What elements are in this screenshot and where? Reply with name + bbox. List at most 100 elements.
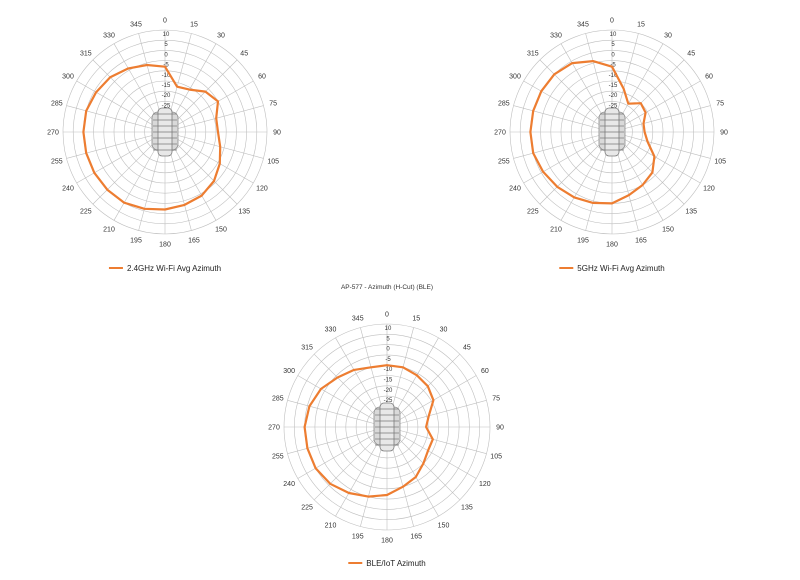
- angle-label: 165: [635, 238, 647, 245]
- angle-label: 330: [103, 33, 115, 40]
- radial-tick-label: 5: [611, 42, 615, 48]
- trace-points: [529, 60, 656, 205]
- angle-label: 150: [215, 226, 227, 233]
- angle-label: 15: [637, 21, 645, 28]
- radial-tick-label: -15: [384, 378, 393, 384]
- data-point: [653, 155, 656, 158]
- data-point: [540, 90, 543, 92]
- angle-label: 330: [325, 327, 337, 334]
- grid-spoke: [76, 131, 166, 184]
- radial-tick-label: -20: [609, 93, 618, 99]
- legend-label: BLE/IoT Azimuth: [366, 559, 425, 568]
- angle-label: 30: [217, 33, 225, 40]
- angle-label: 30: [440, 327, 448, 334]
- data-point: [303, 426, 306, 428]
- grid-spoke: [287, 400, 388, 428]
- angle-label: 120: [256, 186, 268, 193]
- data-point: [427, 415, 430, 417]
- angle-label: 315: [527, 50, 539, 57]
- grid-spoke: [611, 105, 711, 133]
- data-point: [188, 88, 191, 91]
- radial-tick-label: 10: [385, 326, 392, 332]
- grid-spoke: [611, 131, 711, 159]
- radial-tick-label: -25: [162, 103, 171, 109]
- angle-labels: 0153045607590105120135150165180195210225…: [47, 18, 281, 249]
- data-point: [426, 385, 429, 388]
- data-point: [82, 131, 85, 133]
- data-point: [553, 73, 556, 76]
- grid-spoke: [513, 105, 613, 133]
- angle-label: 210: [325, 522, 337, 529]
- grid-spoke: [164, 80, 254, 133]
- angle-label: 75: [716, 101, 724, 108]
- data-point: [627, 102, 630, 105]
- angle-label: 255: [272, 454, 284, 461]
- data-point: [164, 208, 166, 211]
- data-point: [573, 196, 576, 199]
- data-point: [217, 131, 219, 133]
- grid-spoke: [76, 80, 166, 133]
- grid-spoke: [386, 375, 477, 428]
- angle-labels: 0153045607590105120135150165180195210225…: [494, 18, 728, 249]
- data-point: [644, 111, 647, 114]
- data-point: [204, 90, 207, 93]
- data-point: [422, 462, 425, 465]
- angle-label: 255: [51, 158, 63, 165]
- angle-label: 135: [685, 209, 697, 216]
- angle-label: 90: [720, 130, 728, 137]
- data-point: [643, 131, 646, 133]
- data-point: [348, 492, 350, 494]
- data-point: [95, 91, 97, 94]
- data-point: [308, 405, 311, 408]
- access-point-icon: [373, 402, 401, 452]
- data-point: [532, 110, 534, 112]
- data-point: [425, 426, 427, 428]
- angle-label: 240: [509, 186, 521, 193]
- angle-label: 0: [163, 18, 167, 25]
- grid-spoke: [386, 426, 477, 479]
- angle-label: 225: [527, 209, 539, 216]
- access-point-icon: [151, 107, 179, 157]
- data-point: [215, 117, 218, 120]
- data-point: [386, 364, 388, 367]
- data-point: [431, 438, 434, 441]
- grid-spoke: [164, 131, 264, 159]
- data-point: [427, 449, 429, 452]
- angle-label: 135: [461, 504, 473, 511]
- radial-tick-label: -20: [384, 388, 393, 394]
- data-point: [532, 152, 534, 154]
- legend-label: 2.4GHz Wi-Fi Avg Azimuth: [127, 264, 221, 273]
- data-point: [176, 85, 178, 88]
- radial-tick-label: 0: [164, 52, 168, 58]
- angle-label: 45: [463, 345, 471, 352]
- radial-tick-label: -5: [163, 63, 169, 69]
- data-point: [432, 399, 435, 402]
- radial-tick-label: -10: [609, 73, 618, 79]
- legend: 2.4GHz Wi-Fi Avg Azimuth: [108, 264, 221, 273]
- data-point: [592, 60, 594, 62]
- polar-chart-1: 0153045607590105120135150165180195210225…: [47, 18, 281, 274]
- data-point: [85, 152, 87, 154]
- angle-label: 60: [481, 368, 489, 375]
- angle-label: 270: [47, 130, 59, 137]
- angle-label: 195: [130, 238, 142, 245]
- radial-tick-label: 5: [164, 42, 168, 48]
- data-point: [529, 131, 532, 133]
- data-point: [336, 376, 339, 379]
- data-point: [218, 162, 221, 165]
- data-point: [646, 140, 649, 143]
- angle-label: 75: [269, 101, 277, 108]
- data-point: [367, 495, 370, 498]
- angle-label: 195: [352, 534, 364, 541]
- grid-spoke: [287, 426, 388, 454]
- trace-points: [82, 64, 221, 211]
- radial-tick-label: -15: [162, 83, 171, 89]
- angle-label: 105: [490, 454, 502, 461]
- angle-label: 90: [273, 130, 281, 137]
- angle-label: 90: [496, 425, 504, 432]
- angle-label: 45: [240, 50, 248, 57]
- data-point: [93, 172, 96, 174]
- grid-spoke: [386, 426, 487, 454]
- grid-spoke: [611, 80, 701, 133]
